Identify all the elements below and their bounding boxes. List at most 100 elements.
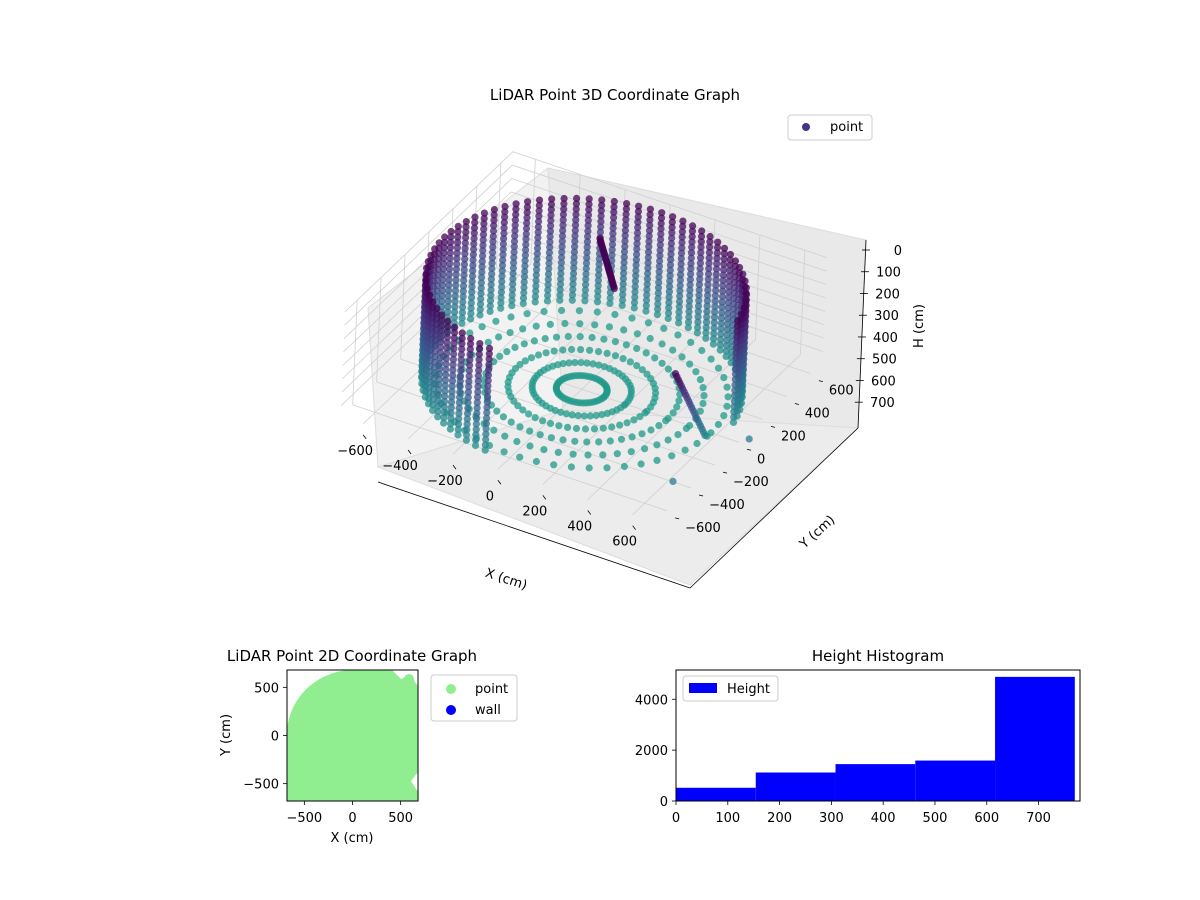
point-marker xyxy=(645,237,653,245)
point-marker xyxy=(603,409,611,417)
point-marker xyxy=(711,308,719,316)
point-marker xyxy=(467,299,475,307)
point-marker xyxy=(451,292,459,300)
point-marker xyxy=(473,415,481,423)
point-marker xyxy=(468,293,476,302)
point-marker xyxy=(508,291,516,299)
point-marker xyxy=(457,356,465,364)
point-marker xyxy=(658,359,666,367)
point-marker xyxy=(569,275,577,283)
point-marker xyxy=(718,298,726,306)
plot-2d-legend-point: point xyxy=(475,682,508,697)
z-tick-label: 300 xyxy=(874,309,899,324)
point-marker xyxy=(676,276,685,284)
point-marker xyxy=(696,270,704,278)
point-marker xyxy=(444,308,452,316)
point-marker xyxy=(520,283,528,292)
point-marker xyxy=(544,275,552,283)
point-marker xyxy=(467,315,475,323)
point-marker xyxy=(443,328,452,336)
point-marker xyxy=(501,202,509,211)
point-marker xyxy=(638,430,646,438)
point-marker xyxy=(726,250,735,259)
point-marker xyxy=(555,422,563,430)
x-tick-mark xyxy=(542,495,547,500)
point-marker xyxy=(519,406,527,414)
point-marker xyxy=(453,244,461,252)
point-marker xyxy=(642,307,650,315)
point-marker xyxy=(606,294,614,302)
point-marker xyxy=(699,399,707,408)
point-marker xyxy=(459,293,467,301)
point-marker xyxy=(522,224,531,233)
point-marker xyxy=(429,298,437,306)
point-marker xyxy=(557,259,566,267)
point-marker xyxy=(444,292,452,300)
point-marker xyxy=(422,278,430,286)
point-marker xyxy=(597,223,605,231)
point-marker xyxy=(520,340,528,348)
point-marker xyxy=(688,233,696,241)
point-marker xyxy=(667,250,675,258)
point-marker xyxy=(485,355,493,363)
point-marker xyxy=(441,376,449,384)
point-marker xyxy=(521,267,529,275)
point-marker xyxy=(501,432,509,440)
point-marker xyxy=(730,413,738,421)
point-marker xyxy=(589,360,597,368)
point-marker xyxy=(654,284,663,292)
point-marker xyxy=(584,222,592,230)
x-tick-label: 300 xyxy=(819,811,844,826)
point-marker xyxy=(441,381,449,390)
point-marker xyxy=(484,377,492,385)
point-marker xyxy=(545,254,553,262)
point-marker xyxy=(634,218,642,226)
point-marker xyxy=(507,313,515,321)
point-marker xyxy=(675,314,683,322)
point-marker xyxy=(461,244,469,252)
point-marker xyxy=(740,304,748,312)
point-marker xyxy=(668,218,676,226)
point-marker xyxy=(557,275,565,283)
point-marker xyxy=(575,307,584,315)
point-marker xyxy=(455,399,463,407)
point-marker xyxy=(599,451,607,459)
grid-line-x-back xyxy=(755,234,761,340)
point-marker xyxy=(620,248,629,256)
point-marker xyxy=(498,267,506,275)
point-marker xyxy=(544,281,552,289)
histogram-bar xyxy=(755,772,836,801)
point-marker xyxy=(710,324,718,332)
point-marker xyxy=(509,280,517,288)
point-marker xyxy=(664,436,672,444)
point-marker xyxy=(655,278,663,286)
point-marker xyxy=(497,304,505,312)
legend-marker-height xyxy=(689,683,717,693)
point-marker xyxy=(466,361,474,369)
point-marker xyxy=(633,245,641,253)
point-marker xyxy=(513,437,521,446)
point-marker xyxy=(452,276,460,284)
point-marker xyxy=(454,425,462,434)
point-marker xyxy=(440,249,448,257)
point-marker xyxy=(525,410,533,418)
point-marker xyxy=(576,399,584,407)
point-marker xyxy=(463,426,471,434)
point-marker xyxy=(469,267,477,275)
point-marker xyxy=(532,282,540,290)
point-marker xyxy=(667,256,675,264)
point-marker xyxy=(697,248,705,256)
point-marker xyxy=(714,364,723,372)
plot-3d-point-cloud xyxy=(418,194,753,485)
point-marker xyxy=(568,291,577,299)
point-marker xyxy=(572,205,580,213)
point-marker xyxy=(440,244,448,252)
point-marker xyxy=(643,275,652,283)
point-marker xyxy=(632,261,640,269)
point-marker xyxy=(719,271,728,279)
x-tick-label: 400 xyxy=(871,811,896,826)
point-marker xyxy=(473,399,481,407)
point-marker xyxy=(585,200,593,208)
point-marker xyxy=(498,272,506,280)
point-marker xyxy=(431,245,439,253)
